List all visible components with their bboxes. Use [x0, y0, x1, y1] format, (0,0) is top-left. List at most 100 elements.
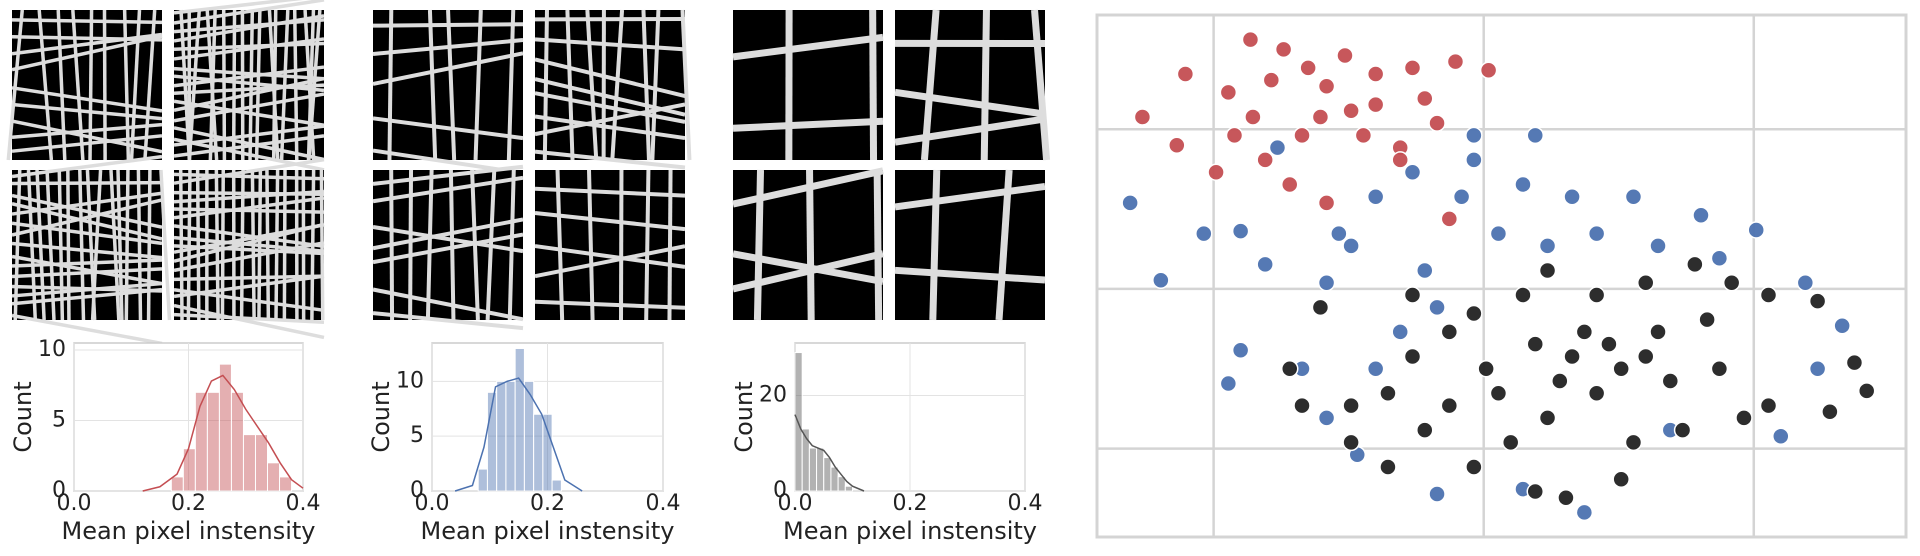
road — [11, 122, 163, 139]
scatter-point — [1176, 65, 1195, 83]
histogram-bar — [267, 462, 281, 492]
road — [279, 9, 290, 161]
x-tick-label: 0.0 — [778, 491, 813, 516]
x-tick-label: 0.4 — [646, 491, 681, 516]
road — [11, 241, 163, 260]
road — [11, 287, 163, 306]
road — [45, 169, 56, 321]
x-tick-label: 0.4 — [286, 491, 321, 516]
scatter-point — [1403, 163, 1422, 181]
road — [427, 9, 438, 161]
histogram-bar — [816, 447, 825, 492]
road — [11, 198, 163, 237]
scatter-point — [1477, 359, 1495, 378]
road — [425, 169, 434, 321]
scatter-point — [1759, 396, 1778, 415]
x-tick-label: 0.4 — [1008, 491, 1043, 516]
road — [173, 274, 325, 299]
road — [11, 102, 163, 121]
road — [873, 169, 883, 321]
road — [173, 241, 325, 273]
plot-area — [1095, 13, 1908, 539]
road — [187, 9, 202, 161]
road — [173, 274, 325, 282]
scatter-point — [1366, 65, 1385, 83]
scatter-point — [1256, 151, 1274, 169]
scatter-point — [1342, 102, 1360, 120]
scatter-point — [1280, 359, 1299, 378]
scatter-point — [1231, 222, 1250, 240]
scatter-point — [1692, 206, 1710, 224]
road — [980, 9, 990, 161]
road — [372, 175, 524, 204]
road — [66, 169, 71, 321]
road — [124, 169, 130, 321]
scatter-point — [1391, 151, 1409, 169]
scatter-point — [1133, 108, 1152, 126]
scatter-point — [1317, 194, 1336, 212]
road — [11, 134, 163, 153]
histogram-bar — [514, 347, 525, 492]
scatter-point — [1403, 347, 1422, 366]
road — [446, 9, 457, 161]
histogram-bar — [533, 413, 544, 492]
road — [929, 169, 941, 321]
scatter-point — [1538, 261, 1557, 280]
scatter-point — [1416, 261, 1434, 280]
road — [292, 9, 299, 161]
scatter-point — [1262, 71, 1281, 89]
scatter-point — [1241, 30, 1260, 49]
scatter-point — [1649, 323, 1667, 341]
scatter-point — [1440, 396, 1459, 415]
road — [102, 9, 107, 161]
road — [387, 9, 394, 161]
x-tick-label: 0.0 — [57, 491, 92, 516]
histogram-bar — [505, 380, 516, 492]
scatter-point — [1612, 359, 1630, 378]
road — [11, 313, 163, 346]
road — [11, 191, 163, 216]
road — [534, 186, 686, 198]
road — [650, 9, 661, 161]
scatter-point — [1710, 359, 1729, 378]
scatter-point — [1244, 108, 1262, 126]
histogram-bar — [823, 457, 832, 492]
x-axis-label: Mean pixel instensity — [61, 517, 315, 545]
scatter-point — [1311, 298, 1330, 317]
road — [173, 14, 325, 43]
road — [195, 169, 201, 321]
scatter-point — [1636, 274, 1655, 292]
scatter-point — [1465, 126, 1483, 145]
scatter-point — [1808, 359, 1827, 378]
road — [1031, 9, 1051, 161]
scatter-point — [1219, 374, 1238, 393]
scatter-point — [1489, 384, 1508, 403]
scatter-point — [1479, 61, 1498, 80]
scatter-point — [1722, 274, 1741, 292]
road — [11, 119, 163, 154]
road — [372, 217, 524, 251]
scatter-point — [1299, 59, 1317, 77]
scatter-point — [1366, 359, 1385, 378]
scatter-point — [1649, 237, 1667, 255]
road — [11, 221, 163, 246]
road — [173, 224, 325, 249]
scatter-point — [1366, 95, 1385, 114]
histogram-bar — [194, 391, 208, 492]
road — [274, 169, 280, 321]
road — [732, 250, 884, 285]
scatter-point — [1747, 221, 1765, 239]
kde-line — [794, 414, 865, 492]
scatter-point — [1563, 347, 1581, 366]
road — [173, 66, 325, 81]
road — [173, 189, 325, 204]
road — [534, 149, 686, 170]
scatter-point — [1557, 488, 1575, 507]
road — [542, 9, 549, 161]
x-tick-label: 0.2 — [893, 491, 928, 516]
scatter-point — [1256, 255, 1274, 274]
scatter-point — [1489, 224, 1508, 243]
scatter-point — [1330, 224, 1348, 243]
road — [485, 169, 497, 321]
